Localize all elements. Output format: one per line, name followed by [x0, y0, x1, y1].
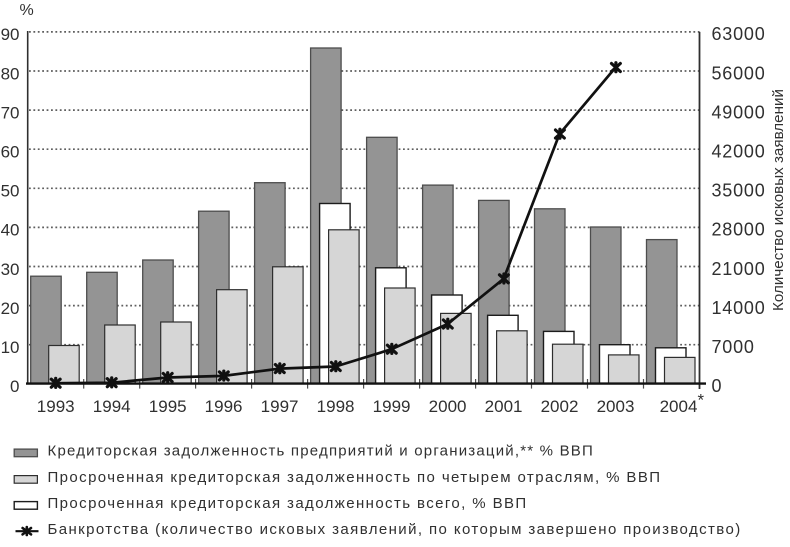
svg-text:63000: 63000: [712, 24, 766, 44]
svg-text:Кредиторская задолженность пре: Кредиторская задолженность предприятий и…: [48, 443, 594, 460]
svg-text:0: 0: [712, 376, 723, 396]
svg-text:14000: 14000: [712, 298, 766, 318]
svg-text:28000: 28000: [712, 220, 766, 240]
svg-text:42000: 42000: [712, 142, 766, 162]
svg-text:30: 30: [1, 260, 20, 279]
svg-text:2001: 2001: [485, 397, 523, 416]
svg-text:Просроченная кредиторская задо: Просроченная кредиторская задолженность …: [48, 495, 528, 512]
svg-text:1994: 1994: [93, 397, 131, 416]
svg-text:80: 80: [1, 64, 20, 83]
svg-text:2004: 2004: [660, 397, 698, 416]
svg-text:2002: 2002: [541, 397, 579, 416]
svg-text:10: 10: [1, 338, 20, 357]
svg-text:*: *: [698, 391, 705, 410]
svg-text:7000: 7000: [712, 337, 755, 357]
svg-text:1997: 1997: [261, 397, 299, 416]
svg-text:1993: 1993: [37, 397, 75, 416]
svg-text:1999: 1999: [373, 397, 411, 416]
svg-text:49000: 49000: [712, 102, 766, 122]
svg-text:1995: 1995: [149, 397, 187, 416]
svg-text:Количество исковых заявлений: Количество исковых заявлений: [770, 89, 787, 311]
svg-text:1996: 1996: [205, 397, 243, 416]
svg-text:%: %: [19, 2, 33, 19]
svg-text:90: 90: [1, 25, 20, 44]
svg-text:Просроченная кредиторская задо: Просроченная кредиторская задолженность …: [48, 469, 662, 486]
svg-text:0: 0: [10, 377, 19, 396]
svg-text:Банкротства (количество исковы: Банкротства (количество исковых заявлени…: [48, 521, 742, 538]
svg-text:50: 50: [1, 182, 20, 201]
svg-text:21000: 21000: [712, 259, 766, 279]
svg-text:35000: 35000: [712, 181, 766, 201]
svg-text:60: 60: [1, 143, 20, 162]
svg-text:20: 20: [1, 299, 20, 318]
svg-text:40: 40: [1, 221, 20, 240]
svg-text:70: 70: [1, 103, 20, 122]
svg-text:1998: 1998: [317, 397, 355, 416]
svg-text:2000: 2000: [429, 397, 467, 416]
svg-text:56000: 56000: [712, 63, 766, 83]
svg-text:2003: 2003: [597, 397, 635, 416]
